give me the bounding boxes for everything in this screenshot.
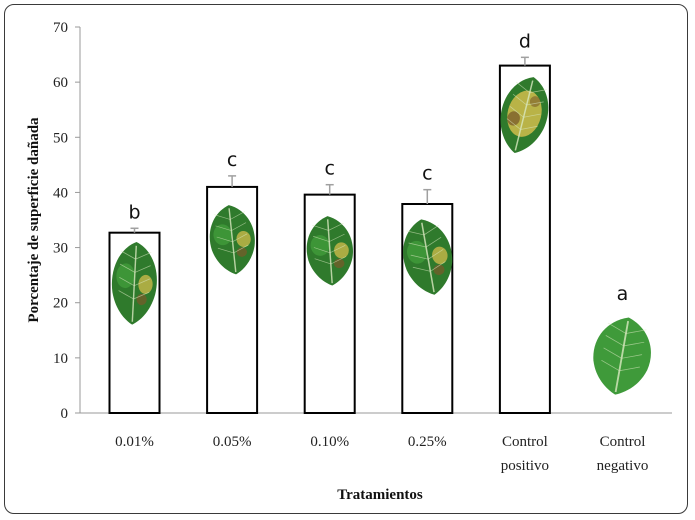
- leaf-patch-yellow: [334, 242, 349, 259]
- leaf-image: [586, 312, 657, 400]
- significance-letter: d: [519, 30, 531, 52]
- leaf-vein: [314, 256, 347, 265]
- y-tick-label: 40: [53, 185, 68, 201]
- y-axis-title: Porcentaje de superficie dañada: [26, 117, 42, 323]
- leaf-vein: [506, 118, 538, 130]
- x-tick-label: 0.01%: [115, 434, 154, 450]
- leaf-vein: [120, 250, 152, 260]
- leaf-image: [206, 202, 259, 277]
- x-tick-label-line2: negativo: [597, 458, 649, 474]
- leaf-vein: [313, 245, 346, 254]
- significance-letter: b: [128, 201, 140, 223]
- leaf-vein: [216, 233, 248, 243]
- x-tick-label-line2: positivo: [501, 458, 549, 474]
- leaf-vein: [119, 263, 151, 273]
- leaf-vein: [118, 290, 150, 300]
- leaf-image: [109, 240, 159, 326]
- leaf-vein: [412, 261, 446, 272]
- significance-letter: c: [422, 163, 432, 185]
- leaf-vein: [215, 222, 247, 231]
- x-tick-label: Control: [502, 434, 548, 450]
- leaf-midrib: [514, 80, 534, 151]
- leaf-vein: [607, 322, 647, 334]
- leaf-vein: [408, 236, 442, 248]
- leaf-images: [109, 71, 657, 400]
- leaf-vein: [312, 222, 344, 231]
- leaf-patch-yellow: [236, 231, 251, 248]
- y-tick-label: 0: [61, 406, 69, 422]
- leaf-vein: [119, 276, 151, 287]
- leaf-image: [304, 214, 356, 288]
- x-tick-label: 0.05%: [213, 434, 252, 450]
- leaf-vein: [509, 106, 541, 118]
- x-tick-label: 0.25%: [408, 434, 447, 450]
- y-tick-label: 20: [53, 296, 68, 312]
- leaf-image: [492, 71, 557, 159]
- leaf-vein: [410, 249, 444, 260]
- leaf-midrib: [131, 245, 138, 322]
- leaf-midrib: [326, 219, 333, 284]
- leaf-image: [397, 215, 459, 299]
- leaf-vein: [605, 335, 645, 347]
- leaf-vein: [603, 347, 643, 359]
- leaf-vein: [312, 233, 345, 242]
- leaf-vein: [512, 93, 544, 106]
- category-labels: b 0.01% c 0.05% c 0.10% c 0.25% d Control positivo…: [115, 30, 648, 474]
- leaf-vein: [214, 211, 246, 220]
- leaf-vein: [601, 359, 641, 372]
- significance-letter: c: [324, 158, 334, 180]
- y-tick-label: 70: [53, 20, 68, 36]
- y-tick-label: 30: [53, 241, 68, 257]
- y-tick-label: 10: [53, 351, 68, 367]
- leaf-midrib: [421, 222, 435, 293]
- leaf-lesion: [507, 111, 520, 126]
- x-tick-label: 0.10%: [310, 434, 349, 450]
- x-tick-label: Control: [600, 434, 646, 450]
- leaf-midrib: [228, 208, 237, 273]
- leaf-patch-yellow: [432, 246, 448, 265]
- y-tick-label: 50: [53, 130, 68, 146]
- leaf-midrib: [614, 320, 630, 393]
- x-axis-title: Tratamientos: [337, 487, 423, 503]
- significance-letter: c: [227, 149, 237, 171]
- y-tick-label: 60: [53, 75, 68, 91]
- significance-letter: a: [617, 283, 629, 305]
- leaf-vein: [217, 244, 249, 254]
- leaf-vein: [515, 81, 547, 94]
- y-axis: 0 10 20 30 40 50 60 70: [53, 20, 81, 422]
- leaf-vein: [406, 224, 440, 236]
